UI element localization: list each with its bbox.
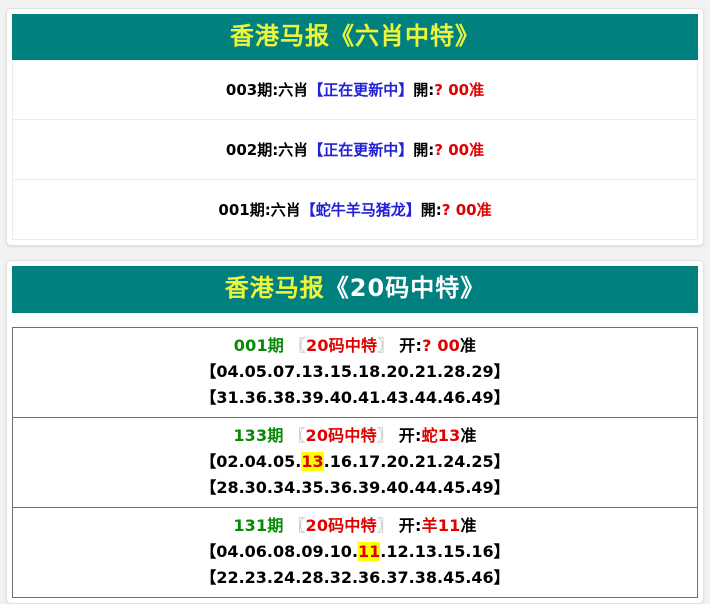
row-issue: 001期:六肖 bbox=[218, 201, 301, 220]
tag-open-bracket: 〖 bbox=[289, 516, 306, 536]
row-bracket: 【正在更新中】 bbox=[308, 141, 414, 160]
numbers-post: .16.17.20.21.24.25】 bbox=[323, 452, 510, 472]
table-row[interactable]: 001期 〖20码中特〗 开:? 00准 【04.05.07.13.15.18.… bbox=[13, 328, 697, 419]
row-issue: 002期:六肖 bbox=[225, 141, 309, 160]
block-open-mark: ? bbox=[422, 335, 432, 355]
row-open-mark: ? bbox=[434, 140, 443, 159]
header-liuxiao-brand: 香港马报 bbox=[230, 22, 330, 50]
block-suffix: 准 bbox=[460, 426, 477, 446]
block-result: 00 bbox=[437, 335, 460, 355]
block-numbers-line-2: 【31.36.38.39.40.41.43.44.46.49】 bbox=[200, 387, 510, 407]
block-issue: 001期 bbox=[233, 335, 284, 355]
row-result: 00 bbox=[455, 200, 477, 219]
row-result: 00 bbox=[448, 80, 470, 99]
numbers-pre: 【02.04.05. bbox=[200, 452, 302, 472]
header-liuxiao: 香港马报《六肖中特》 bbox=[12, 14, 698, 61]
block-open-label: 开: bbox=[398, 426, 422, 446]
table-row[interactable]: 131期 〖20码中特〗 开:羊11准 【04.06.08.09.10.11.1… bbox=[13, 508, 697, 599]
tag-close-bracket: 〗 bbox=[377, 335, 394, 355]
block-open-mark: 羊11 bbox=[421, 516, 461, 536]
row-open-label: 開: bbox=[413, 141, 435, 160]
card-liuxiao: 香港马报《六肖中特》 003期:六肖 【正在更新中】 開:? 00 准 002期:六肖… bbox=[6, 8, 704, 247]
block-tag: 20码中特 bbox=[305, 516, 377, 536]
20ma-table: 001期 〖20码中特〗 开:? 00准 【04.05.07.13.15.18.… bbox=[12, 326, 698, 599]
block-open-label: 开: bbox=[399, 335, 423, 355]
list-item[interactable]: 002期:六肖 【正在更新中】 開:? 00 准 bbox=[13, 120, 697, 181]
block-numbers-line-1: 【04.05.07.13.15.18.20.21.28.29】 bbox=[13, 359, 697, 385]
block-open-mark: 蛇13 bbox=[421, 426, 461, 446]
block-issue: 131期 bbox=[233, 516, 284, 536]
row-bracket: 【蛇牛羊马猪龙】 bbox=[300, 201, 421, 220]
table-row[interactable]: 133期 〖20码中特〗 开:蛇13准 【02.04.05.13.16.17.2… bbox=[13, 418, 697, 509]
header-20ma-brand: 香港马报 bbox=[224, 274, 325, 303]
list-item[interactable]: 001期:六肖 【蛇牛羊马猪龙】 開:? 00 准 bbox=[13, 180, 697, 239]
tag-close-bracket: 〗 bbox=[376, 426, 393, 446]
tag-open-bracket: 〖 bbox=[289, 335, 306, 355]
row-bracket: 【正在更新中】 bbox=[308, 81, 414, 100]
numbers-highlight: 13 bbox=[301, 452, 324, 472]
tag-open-bracket: 〖 bbox=[289, 426, 306, 446]
row-issue: 003期:六肖 bbox=[225, 81, 309, 100]
block-title-line: 133期 〖20码中特〗 开:蛇13准 bbox=[13, 423, 697, 449]
row-open-label: 開: bbox=[420, 201, 442, 220]
block-title-line: 131期 〖20码中特〗 开:羊11准 bbox=[13, 513, 697, 539]
block-numbers-line-2: 【28.30.34.35.36.39.40.44.45.49】 bbox=[200, 478, 510, 498]
card-liuxiao-inner: 香港马报《六肖中特》 003期:六肖 【正在更新中】 開:? 00 准 002期:六肖… bbox=[7, 9, 703, 245]
list-item[interactable]: 003期:六肖 【正在更新中】 開:? 00 准 bbox=[13, 60, 697, 121]
row-suffix: 准 bbox=[469, 141, 485, 160]
numbers-pre: 【04.06.08.09.10. bbox=[200, 542, 359, 562]
block-numbers-line-1: 【04.06.08.09.10.11.12.13.15.16】 bbox=[13, 539, 697, 565]
tag-close-bracket: 〗 bbox=[376, 516, 393, 536]
row-open-mark: ? bbox=[441, 200, 451, 219]
numbers-highlight: 11 bbox=[358, 542, 381, 562]
block-open-label: 开: bbox=[398, 516, 422, 536]
row-suffix: 准 bbox=[469, 81, 485, 100]
block-numbers-line-1: 【02.04.05.13.16.17.20.21.24.25】 bbox=[13, 449, 697, 475]
block-tag: 20码中特 bbox=[305, 335, 378, 355]
header-liuxiao-title: 《六肖中特》 bbox=[330, 22, 480, 50]
row-result: 00 bbox=[448, 140, 470, 159]
block-suffix: 准 bbox=[460, 516, 477, 536]
block-issue: 133期 bbox=[233, 426, 284, 446]
card-20ma: 香港马报《20码中特》 001期 〖20码中特〗 开:? 00准 【04.05.… bbox=[6, 260, 704, 604]
numbers-post: .12.13.15.16】 bbox=[380, 542, 510, 562]
header-20ma: 香港马报《20码中特》 bbox=[12, 266, 698, 313]
header-20ma-title: 《20码中特》 bbox=[324, 274, 486, 303]
block-numbers-line-2: 【22.23.24.28.32.36.37.38.45.46】 bbox=[200, 568, 510, 588]
row-suffix: 准 bbox=[476, 201, 492, 220]
block-title-line: 001期 〖20码中特〗 开:? 00准 bbox=[13, 333, 697, 359]
liuxiao-list: 003期:六肖 【正在更新中】 開:? 00 准 002期:六肖 【正在更新中】 開:? … bbox=[12, 60, 698, 241]
row-open-label: 開: bbox=[413, 81, 435, 100]
row-open-mark: ? bbox=[434, 80, 443, 99]
numbers-pre: 【04.05.07.13.15.18.20.21.28.29】 bbox=[200, 361, 510, 381]
card-20ma-inner: 香港马报《20码中特》 001期 〖20码中特〗 开:? 00准 【04.05.… bbox=[7, 261, 703, 603]
block-tag: 20码中特 bbox=[305, 426, 377, 446]
block-suffix: 准 bbox=[460, 335, 477, 355]
